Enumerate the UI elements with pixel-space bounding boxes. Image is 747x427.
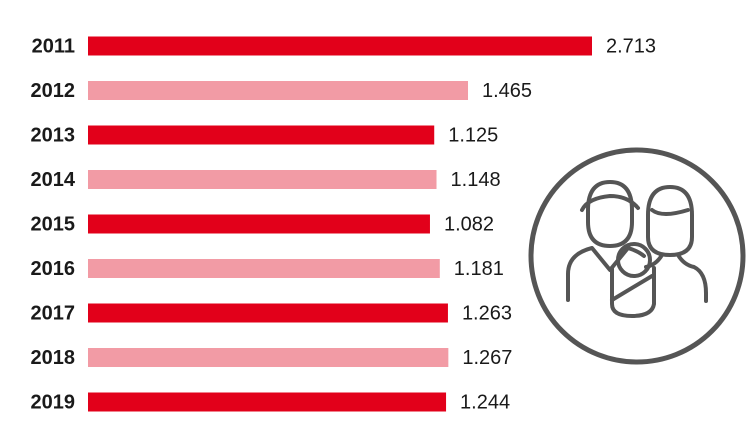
category-label: 2011 (32, 35, 75, 57)
value-label: 1.244 (460, 391, 510, 413)
value-label: 1.465 (482, 80, 532, 102)
category-label: 2015 (31, 213, 76, 235)
value-label: 1.181 (454, 258, 504, 280)
value-label: 2.713 (606, 35, 656, 57)
value-label: 1.082 (444, 213, 494, 235)
category-label: 2013 (31, 124, 76, 146)
category-label: 2018 (31, 347, 76, 369)
family-icon (528, 147, 746, 365)
category-label: 2019 (31, 391, 76, 413)
bar (88, 214, 430, 234)
category-label: 2016 (31, 258, 76, 280)
bar (88, 259, 440, 278)
value-label: 1.267 (462, 347, 512, 369)
bar (88, 348, 449, 367)
value-label: 1.263 (462, 302, 512, 324)
category-label: 2012 (31, 80, 76, 102)
bar (88, 81, 469, 100)
bar (88, 170, 437, 189)
value-label: 1.125 (448, 124, 498, 146)
category-label: 2017 (31, 302, 76, 324)
bar (88, 125, 435, 145)
value-label: 1.148 (451, 169, 501, 191)
bar (88, 303, 448, 323)
bar (88, 392, 447, 412)
category-label: 2014 (31, 169, 76, 191)
bar (88, 36, 592, 56)
